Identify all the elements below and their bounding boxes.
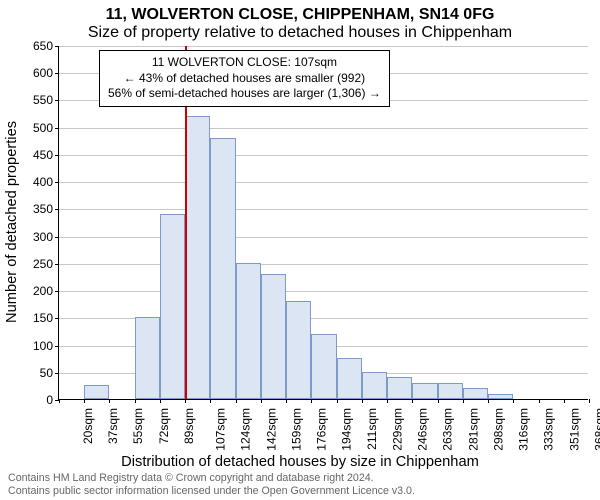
info-line-3: 56% of semi-detached houses are larger (… <box>108 86 381 102</box>
info-line-1: 11 WOLVERTON CLOSE: 107sqm <box>108 55 381 71</box>
xtick-label: 72sqm <box>157 408 171 444</box>
xtick-label: 37sqm <box>106 408 120 444</box>
xtick-mark <box>261 399 262 403</box>
xtick-mark <box>59 399 60 403</box>
xtick-mark <box>185 399 186 403</box>
ytick-label: 150 <box>33 311 59 325</box>
bar <box>261 274 286 399</box>
chart-title-line2: Size of property relative to detached ho… <box>0 24 600 42</box>
xtick-label: 263sqm <box>441 408 455 451</box>
xtick-label: 246sqm <box>416 408 430 451</box>
ytick-label: 250 <box>33 257 59 271</box>
xtick-label: 298sqm <box>492 408 506 451</box>
ytick-label: 200 <box>33 284 59 298</box>
xtick-label: 55sqm <box>132 408 146 444</box>
xtick-mark <box>84 399 85 403</box>
xtick-mark <box>362 399 363 403</box>
ytick-label: 0 <box>46 393 59 407</box>
xtick-label: 124sqm <box>239 408 253 451</box>
xtick-label: 89sqm <box>182 408 196 444</box>
ytick-label: 50 <box>40 366 59 380</box>
xtick-label: 333sqm <box>542 408 556 451</box>
xtick-mark <box>311 399 312 403</box>
ytick-label: 650 <box>33 39 59 53</box>
bar <box>84 385 109 399</box>
bar <box>463 388 488 399</box>
xtick-mark <box>210 399 211 403</box>
xtick-label: 229sqm <box>391 408 405 451</box>
xtick-label: 351sqm <box>567 408 581 451</box>
xtick-mark <box>564 399 565 403</box>
gridline <box>59 155 588 156</box>
ytick-label: 350 <box>33 202 59 216</box>
bar <box>362 372 387 399</box>
xtick-label: 142sqm <box>264 408 278 451</box>
xtick-mark <box>438 399 439 403</box>
xtick-label: 176sqm <box>315 408 329 451</box>
footnote-line-1: Contains HM Land Registry data © Crown c… <box>8 472 415 485</box>
bar <box>185 116 210 399</box>
xtick-label: 20sqm <box>81 408 95 444</box>
xtick-mark <box>463 399 464 403</box>
xtick-mark <box>160 399 161 403</box>
ytick-label: 450 <box>33 148 59 162</box>
gridline <box>59 237 588 238</box>
xtick-mark <box>412 399 413 403</box>
xtick-label: 281sqm <box>466 408 480 451</box>
xtick-mark <box>513 399 514 403</box>
ytick-label: 300 <box>33 230 59 244</box>
chart-container: { "title_line1": "11, WOLVERTON CLOSE, C… <box>0 0 600 500</box>
ytick-label: 400 <box>33 175 59 189</box>
xtick-mark <box>488 399 489 403</box>
ytick-label: 600 <box>33 66 59 80</box>
bar <box>337 358 362 399</box>
xtick-mark <box>589 399 590 403</box>
xtick-label: 107sqm <box>214 408 228 451</box>
xtick-mark <box>286 399 287 403</box>
gridline <box>59 46 588 47</box>
gridline <box>59 128 588 129</box>
xtick-mark <box>109 399 110 403</box>
ytick-label: 550 <box>33 93 59 107</box>
xtick-label: 194sqm <box>340 408 354 451</box>
bar <box>135 317 160 399</box>
bar <box>438 383 463 399</box>
xtick-label: 316sqm <box>517 408 531 451</box>
bar <box>488 394 513 399</box>
gridline <box>59 209 588 210</box>
bar <box>210 138 235 399</box>
gridline <box>59 291 588 292</box>
xtick-mark <box>539 399 540 403</box>
xtick-mark <box>236 399 237 403</box>
gridline <box>59 182 588 183</box>
info-line-2: ← 43% of detached houses are smaller (99… <box>108 71 381 87</box>
footnote-line-2: Contains public sector information licen… <box>8 485 415 498</box>
bar <box>311 334 336 399</box>
xtick-mark <box>387 399 388 403</box>
gridline <box>59 264 588 265</box>
bar <box>236 263 261 399</box>
bar <box>160 214 185 399</box>
xtick-mark <box>135 399 136 403</box>
xtick-label: 211sqm <box>364 408 378 450</box>
chart-title-line1: 11, WOLVERTON CLOSE, CHIPPENHAM, SN14 0F… <box>0 6 600 24</box>
footnote: Contains HM Land Registry data © Crown c… <box>8 472 415 498</box>
x-axis-label: Distribution of detached houses by size … <box>0 454 600 470</box>
y-axis-label: Number of detached properties <box>4 121 20 323</box>
xtick-label: 159sqm <box>290 408 304 451</box>
ytick-label: 500 <box>33 121 59 135</box>
xtick-mark <box>337 399 338 403</box>
ytick-label: 100 <box>33 339 59 353</box>
bar <box>286 301 311 399</box>
xtick-label: 368sqm <box>592 408 600 451</box>
bar <box>412 383 437 399</box>
plot-area: 0501001502002503003504004505005506006502… <box>58 46 588 400</box>
bar <box>387 377 412 399</box>
info-box: 11 WOLVERTON CLOSE: 107sqm ← 43% of deta… <box>99 50 390 107</box>
